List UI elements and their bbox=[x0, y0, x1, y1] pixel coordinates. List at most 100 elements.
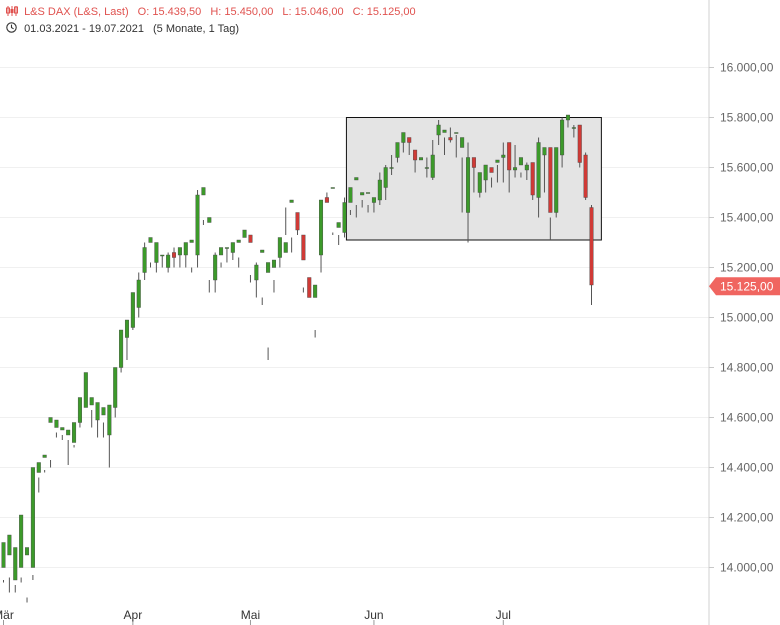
candle bbox=[565, 114, 570, 128]
candle-body bbox=[554, 147, 559, 213]
candle-body bbox=[524, 164, 529, 171]
candle-body bbox=[401, 132, 406, 143]
candle bbox=[454, 132, 459, 158]
candle-body bbox=[371, 197, 376, 203]
candle-body bbox=[377, 179, 382, 201]
candle bbox=[72, 422, 77, 448]
candle-body bbox=[130, 292, 135, 328]
candle bbox=[101, 407, 106, 438]
candle bbox=[507, 142, 512, 193]
candle bbox=[583, 152, 588, 200]
candle bbox=[83, 372, 88, 408]
candle-body bbox=[160, 254, 165, 257]
candle-body bbox=[136, 279, 141, 308]
candle-body bbox=[495, 159, 500, 163]
candle bbox=[271, 259, 276, 293]
candle-body bbox=[89, 397, 94, 406]
candle bbox=[160, 254, 165, 268]
y-tick-label: 15.200,00 bbox=[720, 261, 774, 275]
clock-icon bbox=[6, 22, 17, 33]
instrument-header: L&S DAX (L&S, Last) O: 15.439,50 H: 15.4… bbox=[6, 6, 422, 18]
candle bbox=[466, 142, 471, 243]
candle bbox=[389, 155, 394, 175]
candle bbox=[371, 197, 376, 213]
candle bbox=[354, 177, 359, 218]
candle bbox=[260, 249, 265, 305]
candle-body bbox=[195, 194, 200, 256]
candle bbox=[571, 125, 576, 138]
candle bbox=[48, 417, 53, 468]
candle-body bbox=[42, 454, 47, 458]
candle bbox=[495, 159, 500, 183]
candle-body bbox=[1, 542, 6, 568]
candle-body bbox=[389, 167, 394, 169]
candle-body bbox=[583, 154, 588, 198]
low-value: L: 15.046,00 bbox=[282, 6, 344, 18]
candle-body bbox=[536, 142, 541, 198]
candle bbox=[66, 429, 71, 465]
date-span: (5 Monate, 1 Tag) bbox=[153, 23, 240, 35]
candle bbox=[230, 242, 235, 260]
candle bbox=[254, 262, 259, 298]
candle-body bbox=[354, 177, 359, 181]
candle-body bbox=[54, 419, 59, 428]
candle bbox=[442, 129, 447, 155]
candle-body bbox=[313, 284, 318, 298]
candle bbox=[89, 397, 94, 428]
candle-body bbox=[230, 242, 235, 253]
candle-body bbox=[501, 154, 506, 158]
candle bbox=[154, 242, 159, 273]
x-tick-label: Apr bbox=[124, 608, 143, 622]
candle bbox=[554, 147, 559, 218]
candle bbox=[548, 147, 553, 240]
candle bbox=[319, 199, 324, 273]
x-tick-label: Jun bbox=[364, 608, 383, 622]
candle-body bbox=[289, 199, 294, 203]
candle bbox=[213, 252, 218, 293]
candle-body bbox=[271, 259, 276, 268]
candle-body bbox=[260, 249, 265, 253]
candle-body bbox=[336, 222, 341, 228]
range-header: 01.03.2021 - 19.07.2021 (5 Monate, 1 Tag… bbox=[6, 22, 245, 35]
candle-body bbox=[342, 202, 347, 233]
y-tick-label: 16.000,00 bbox=[720, 61, 774, 75]
candle-body bbox=[418, 157, 423, 161]
candle bbox=[542, 147, 547, 193]
candle-body bbox=[25, 547, 30, 556]
candle bbox=[424, 157, 429, 178]
candle bbox=[248, 234, 253, 283]
candle-body bbox=[307, 277, 312, 298]
candle bbox=[483, 164, 488, 193]
candle-body bbox=[542, 147, 547, 156]
candle bbox=[177, 247, 182, 268]
candle bbox=[207, 217, 212, 293]
candle bbox=[401, 132, 406, 153]
candle bbox=[172, 247, 177, 268]
y-tick-label: 15.400,00 bbox=[720, 211, 774, 225]
candle bbox=[95, 402, 100, 438]
last-price-label: 15.125,00 bbox=[720, 279, 774, 293]
candle bbox=[530, 162, 535, 200]
candle-body bbox=[119, 329, 124, 368]
candle bbox=[219, 247, 224, 268]
candle bbox=[107, 404, 112, 468]
candle bbox=[201, 187, 206, 225]
candle bbox=[119, 329, 124, 373]
candle-body bbox=[548, 147, 553, 213]
candle bbox=[418, 157, 423, 161]
candle-body bbox=[477, 172, 482, 193]
candle bbox=[407, 137, 412, 155]
candle bbox=[13, 547, 18, 593]
candle-body bbox=[201, 187, 206, 196]
candle-body bbox=[248, 234, 253, 243]
candle-body bbox=[242, 229, 247, 238]
candle-body bbox=[19, 514, 24, 568]
candle bbox=[560, 117, 565, 168]
candle bbox=[242, 229, 247, 238]
candle-body bbox=[177, 247, 182, 256]
candle-body bbox=[277, 237, 282, 258]
candle-body bbox=[213, 254, 218, 281]
candle bbox=[577, 124, 582, 168]
candle bbox=[36, 462, 41, 493]
